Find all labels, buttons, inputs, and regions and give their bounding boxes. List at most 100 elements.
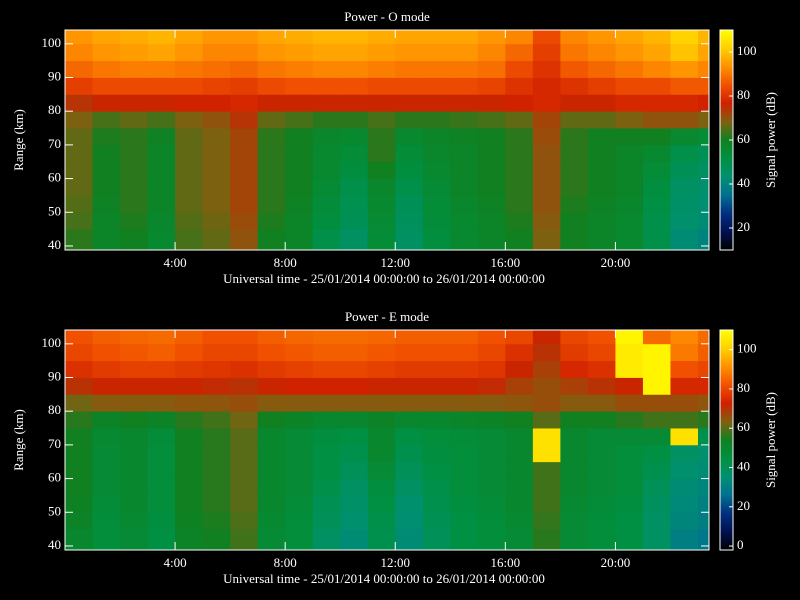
heatmap-cell xyxy=(615,444,644,463)
heatmap-cell xyxy=(92,478,121,496)
heatmap-cell xyxy=(395,94,424,112)
heatmap-cell xyxy=(230,411,259,429)
heatmap-cell xyxy=(65,229,93,251)
colorbar-tick-label: 80 xyxy=(737,87,750,102)
heatmap-cell xyxy=(587,377,616,395)
heatmap-cell xyxy=(367,512,396,530)
heatmap-cell xyxy=(120,94,148,112)
heatmap-cell xyxy=(532,30,561,45)
heatmap-cell xyxy=(312,495,341,513)
heatmap-cell xyxy=(395,428,424,446)
heatmap-cell xyxy=(532,128,561,146)
heatmap-cell xyxy=(477,161,506,179)
heatmap-cell xyxy=(120,478,148,496)
heatmap-cell xyxy=(312,444,341,463)
heatmap-cell xyxy=(395,212,424,230)
heatmap-cell xyxy=(670,330,699,345)
heatmap-cell xyxy=(422,94,451,112)
heatmap-cell xyxy=(587,478,616,496)
heatmap-cell xyxy=(422,428,451,446)
heatmap-cell xyxy=(670,128,699,146)
heatmap-cell xyxy=(422,212,451,230)
heatmap-cell xyxy=(285,60,314,78)
heatmap-cell xyxy=(450,512,479,530)
heatmap-cell xyxy=(175,529,204,551)
heatmap-cell xyxy=(450,229,479,251)
heatmap-cell xyxy=(257,461,286,479)
heatmap-cell xyxy=(697,343,710,362)
heatmap-cell xyxy=(120,43,148,62)
colorbar-label: Signal power (dB) xyxy=(763,92,778,188)
heatmap-cell xyxy=(560,229,589,251)
heatmap-cell xyxy=(230,43,259,62)
heatmap-cell xyxy=(505,111,534,129)
heatmap-cell xyxy=(257,111,286,129)
heatmap-cell xyxy=(642,161,671,179)
heatmap-cell xyxy=(202,411,231,429)
heatmap-cell xyxy=(422,111,451,129)
heatmap-cell xyxy=(642,411,671,429)
heatmap-cell xyxy=(147,111,176,129)
heatmap-cell xyxy=(560,144,589,163)
heatmap-cell xyxy=(65,178,93,196)
heatmap-cell xyxy=(532,144,561,163)
heatmap-cell xyxy=(670,444,699,463)
plot-frame xyxy=(64,29,710,251)
heatmap-cell xyxy=(92,77,121,95)
heatmap-cell xyxy=(560,444,589,463)
heatmap-cell xyxy=(477,330,506,345)
heatmap-cell xyxy=(450,377,479,395)
heatmap-cell xyxy=(175,394,204,412)
heatmap-cell xyxy=(202,30,231,45)
heatmap-cell xyxy=(587,161,616,179)
heatmap-cell xyxy=(120,128,148,146)
heatmap-cell xyxy=(450,212,479,230)
heatmap-cell xyxy=(450,478,479,496)
heatmap-cell xyxy=(642,30,671,45)
y-axis-label: Range (km) xyxy=(11,109,26,171)
heatmap-cell xyxy=(532,178,561,196)
heatmap-cell xyxy=(65,195,93,213)
heatmap-cell xyxy=(477,30,506,45)
heatmap-cell xyxy=(312,94,341,112)
heatmap-cell xyxy=(422,178,451,196)
heatmap-cell xyxy=(560,212,589,230)
heatmap-cell xyxy=(450,343,479,362)
heatmap-cell xyxy=(505,461,534,479)
heatmap-cell xyxy=(175,30,204,45)
heatmap-cell xyxy=(422,60,451,78)
heatmap-cell xyxy=(340,77,369,95)
heatmap-cell xyxy=(175,428,204,446)
heatmap-cell xyxy=(120,512,148,530)
heatmap-cell xyxy=(505,195,534,213)
x-tick-label: 8:00 xyxy=(274,255,297,270)
y-tick-label: 50 xyxy=(48,203,61,218)
heatmap-cell xyxy=(670,411,699,429)
heatmap-cell xyxy=(642,360,671,378)
heatmap-cell xyxy=(65,43,93,62)
heatmap-cell xyxy=(257,144,286,163)
heatmap-cell xyxy=(257,60,286,78)
colorbar-tick-label: 40 xyxy=(737,175,750,190)
x-tick-label: 20:00 xyxy=(601,255,631,270)
heatmap-cell xyxy=(587,343,616,362)
heatmap-cell xyxy=(230,128,259,146)
x-axis-label: Universal time - 25/01/2014 00:00:00 to … xyxy=(223,271,545,286)
heatmap-cell xyxy=(147,478,176,496)
heatmap-cell xyxy=(230,495,259,513)
heatmap-cell xyxy=(367,94,396,112)
colorbar-tick-label: 40 xyxy=(737,458,750,473)
heatmap-cell xyxy=(615,195,644,213)
heatmap-cell xyxy=(642,178,671,196)
heatmap-cell xyxy=(367,30,396,45)
chart-title: Power - E mode xyxy=(345,309,429,324)
heatmap-cell xyxy=(642,144,671,163)
heatmap-cell xyxy=(312,478,341,496)
heatmap-cell xyxy=(92,212,121,230)
heatmap-cell xyxy=(367,377,396,395)
heatmap-cell xyxy=(395,161,424,179)
heatmap-cell xyxy=(285,178,314,196)
heatmap-cell xyxy=(312,60,341,78)
heatmap-cell xyxy=(532,461,561,479)
heatmap-cell xyxy=(202,94,231,112)
